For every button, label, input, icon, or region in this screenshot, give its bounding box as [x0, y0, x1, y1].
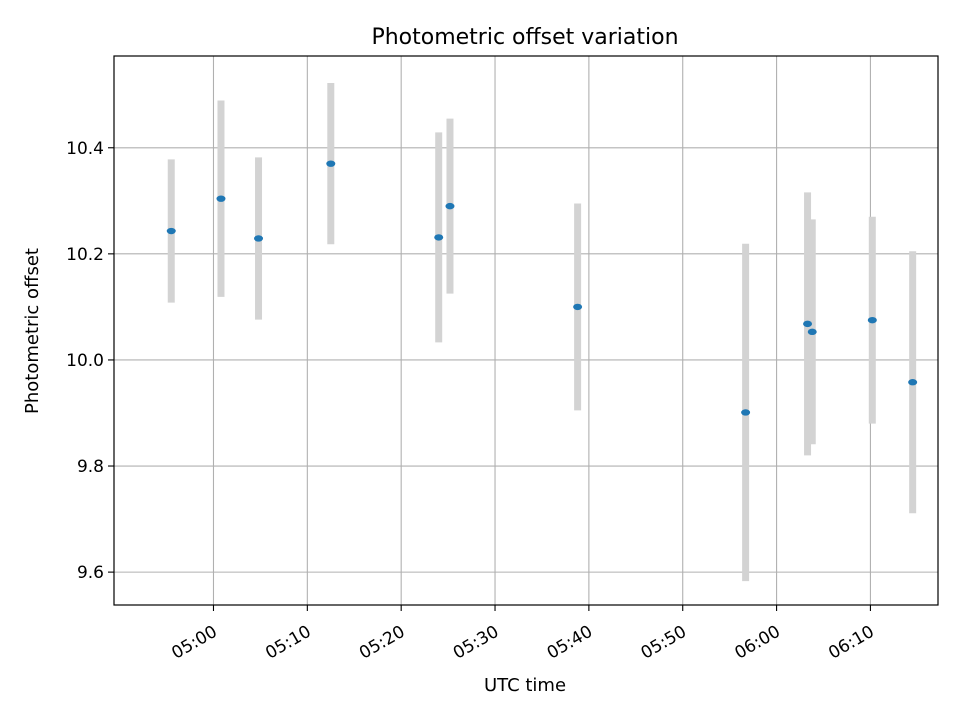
data-point: [807, 328, 817, 336]
data-point: [908, 379, 918, 386]
data-point: [216, 195, 226, 202]
data-point: [166, 227, 176, 235]
x-axis-label: UTC time: [484, 675, 566, 696]
plot-frame: [113, 55, 939, 606]
data-point: [445, 202, 455, 210]
data-point: [573, 303, 583, 311]
data-point: [803, 320, 813, 328]
chart-title: Photometric offset variation: [371, 25, 678, 50]
data-point: [254, 235, 264, 242]
data-point: [434, 234, 444, 241]
y-axis-label: Photometric offset: [22, 248, 43, 414]
data-points: [166, 160, 918, 416]
y-axis-ticks: 9.6 9.8 10.0 10.2 10.4: [66, 139, 114, 583]
y-tick-label: 9.6: [77, 563, 104, 583]
data-point: [741, 409, 751, 416]
data-point: [867, 316, 877, 324]
grid: [114, 56, 938, 605]
y-tick-label: 10.2: [66, 245, 104, 265]
y-tick-label: 9.8: [77, 457, 104, 477]
y-tick-label: 10.0: [66, 351, 104, 371]
y-tick-label: 10.4: [66, 139, 104, 159]
data-point: [326, 160, 336, 167]
